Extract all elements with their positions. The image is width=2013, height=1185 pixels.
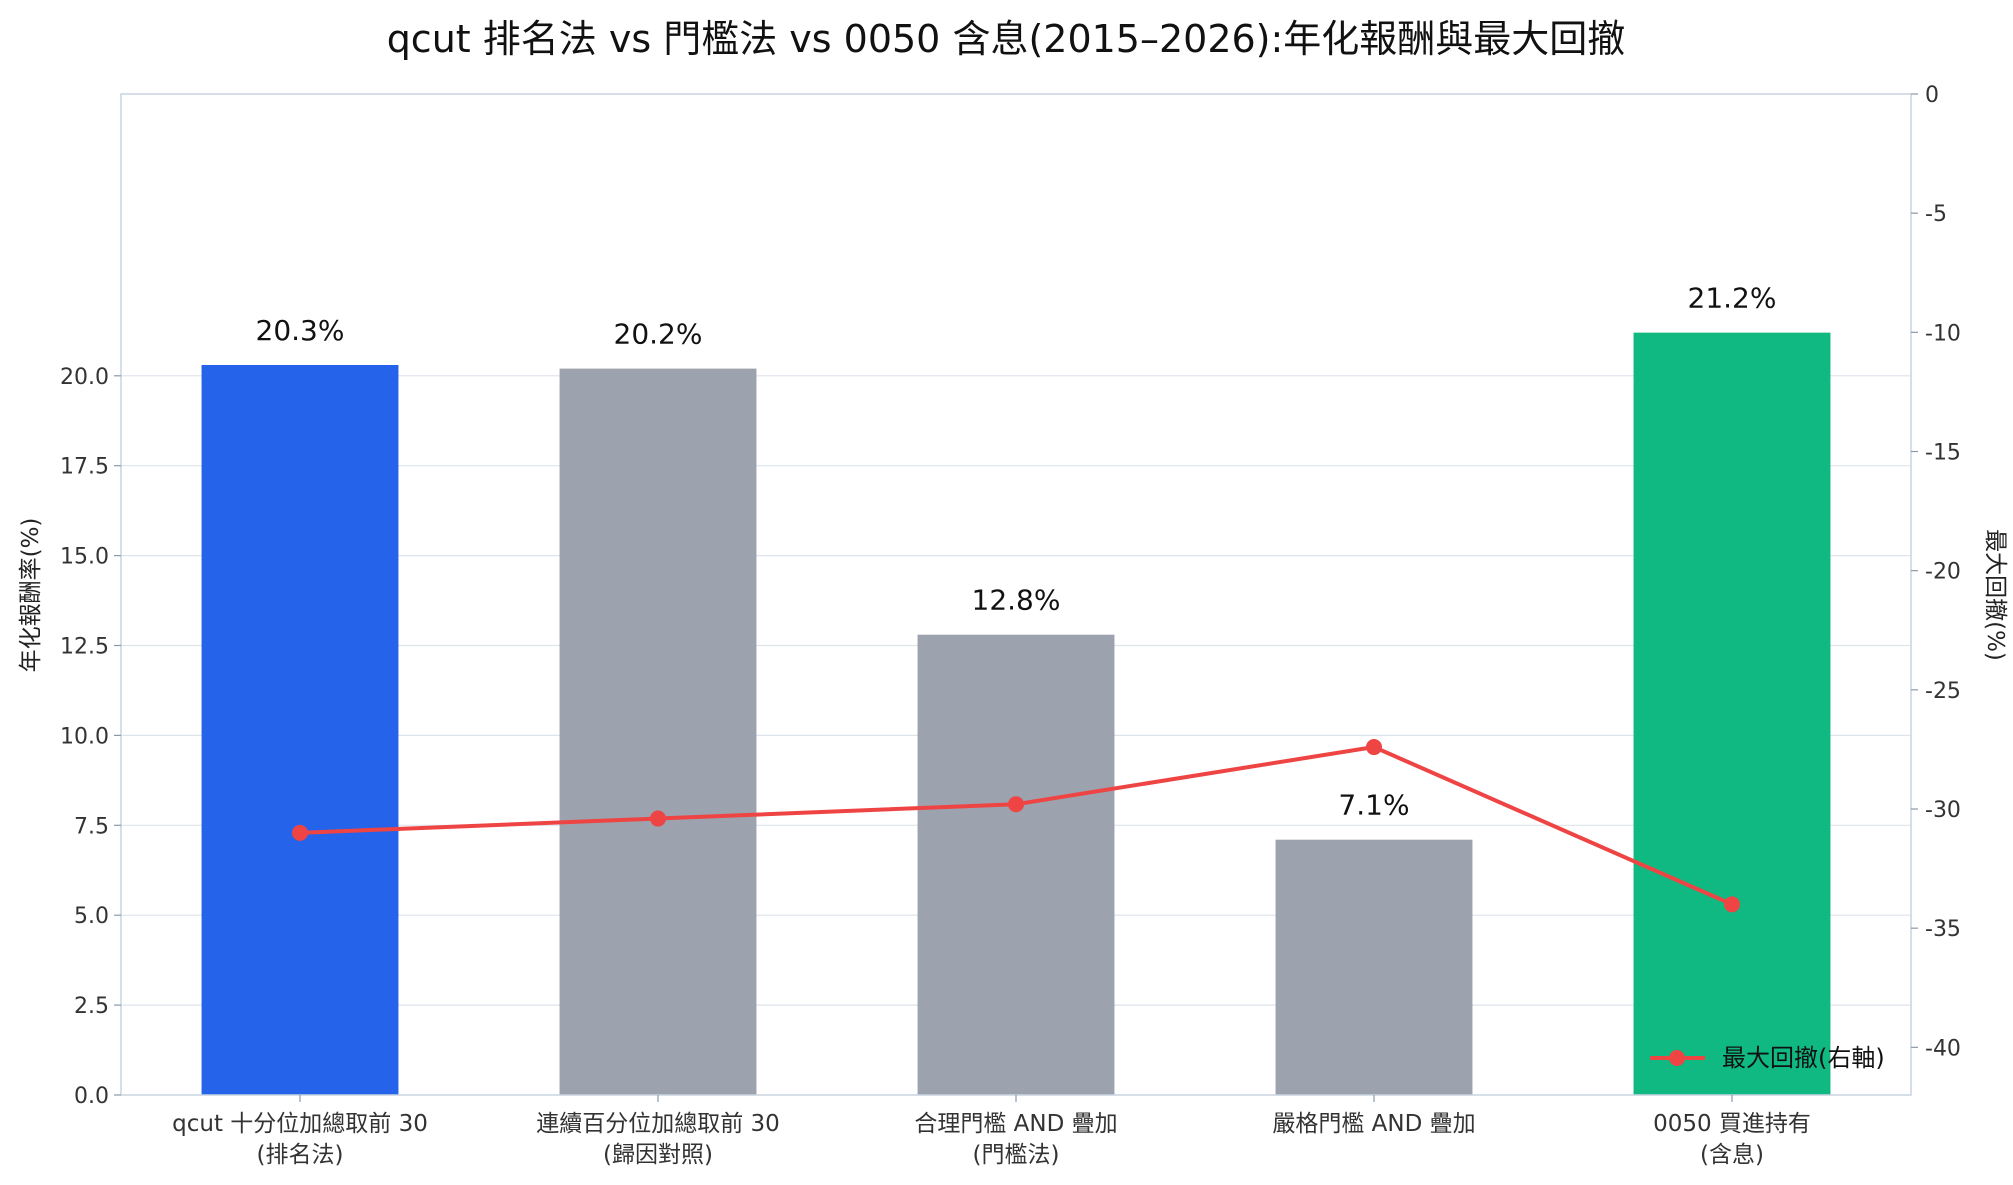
drawdown-point (1008, 796, 1024, 813)
bar-value-label: 12.8% (972, 584, 1061, 617)
bar (201, 365, 399, 1096)
left-axis-label: 年化報酬率(%) (18, 518, 44, 673)
left-tick-label: 15.0 (60, 545, 109, 570)
bar-labels: 20.3% 20.2% 12.8% 7.1% 21.2% (256, 282, 1777, 822)
bar (1275, 839, 1473, 1095)
right-tick-label: -35 (1925, 917, 1961, 942)
left-tick-label: 12.5 (60, 635, 109, 660)
category-label: (含息) (1700, 1142, 1764, 1168)
right-tick-label: -10 (1925, 321, 1961, 346)
right-tick-label: -40 (1925, 1036, 1961, 1061)
category-label: 合理門檻 AND 疊加 (914, 1111, 1117, 1137)
bar-value-label: 7.1% (1338, 789, 1409, 822)
right-tick-label: -30 (1925, 798, 1961, 823)
category-label: 嚴格門檻 AND 疊加 (1272, 1111, 1475, 1137)
chart-title: qcut 排名法 vs 門檻法 vs 0050 含息(2015–2026):年化… (387, 17, 1626, 61)
legend-label: 最大回撤(右軸) (1722, 1044, 1885, 1072)
bar (917, 634, 1115, 1095)
left-tick-label: 20.0 (60, 365, 109, 390)
category-label: 0050 買進持有 (1653, 1111, 1811, 1137)
bar (1633, 332, 1831, 1095)
bar (559, 368, 757, 1095)
category-label: (排名法) (257, 1142, 344, 1168)
category-labels: qcut 十分位加總取前 30 (排名法) 連續百分位加總取前 30 (歸因對照) 合理… (172, 1095, 1811, 1168)
left-tick-label: 10.0 (60, 724, 109, 749)
drawdown-line (292, 739, 1740, 913)
drawdown-point (1366, 739, 1382, 756)
left-tick-label: 17.5 (60, 455, 109, 480)
left-tick-label: 0.0 (74, 1084, 109, 1109)
right-tick-label: 0 (1925, 83, 1939, 108)
right-tick-label: -25 (1925, 679, 1961, 704)
bar-value-label: 20.3% (256, 314, 345, 347)
bar-value-label: 21.2% (1688, 282, 1777, 315)
legend: 最大回撤(右軸) (1650, 1044, 1885, 1072)
category-label: (門檻法) (973, 1142, 1060, 1168)
category-label: (歸因對照) (603, 1142, 713, 1168)
right-axis-ticks: 0 -5 -10 -15 -20 -25 -30 -35 -40 (1911, 83, 1961, 1061)
drawdown-point (1724, 896, 1740, 913)
bar-value-label: 20.2% (614, 318, 703, 351)
drawdown-point (650, 810, 666, 827)
category-label: qcut 十分位加總取前 30 (172, 1111, 428, 1137)
left-tick-label: 5.0 (74, 904, 109, 929)
bars (201, 332, 1831, 1096)
category-label: 連續百分位加總取前 30 (536, 1111, 780, 1137)
left-tick-label: 2.5 (74, 994, 109, 1019)
right-axis-label: 最大回撤(%) (1982, 529, 2008, 661)
right-tick-label: -15 (1925, 441, 1961, 466)
left-axis-ticks: 0.0 2.5 5.0 7.5 10.0 12.5 15.0 17.5 20.0 (60, 365, 121, 1109)
drawdown-point (292, 824, 308, 841)
legend-dot-marker (1669, 1050, 1685, 1066)
right-tick-label: -20 (1925, 560, 1961, 585)
right-tick-label: -5 (1925, 202, 1947, 227)
left-tick-label: 7.5 (74, 814, 109, 839)
